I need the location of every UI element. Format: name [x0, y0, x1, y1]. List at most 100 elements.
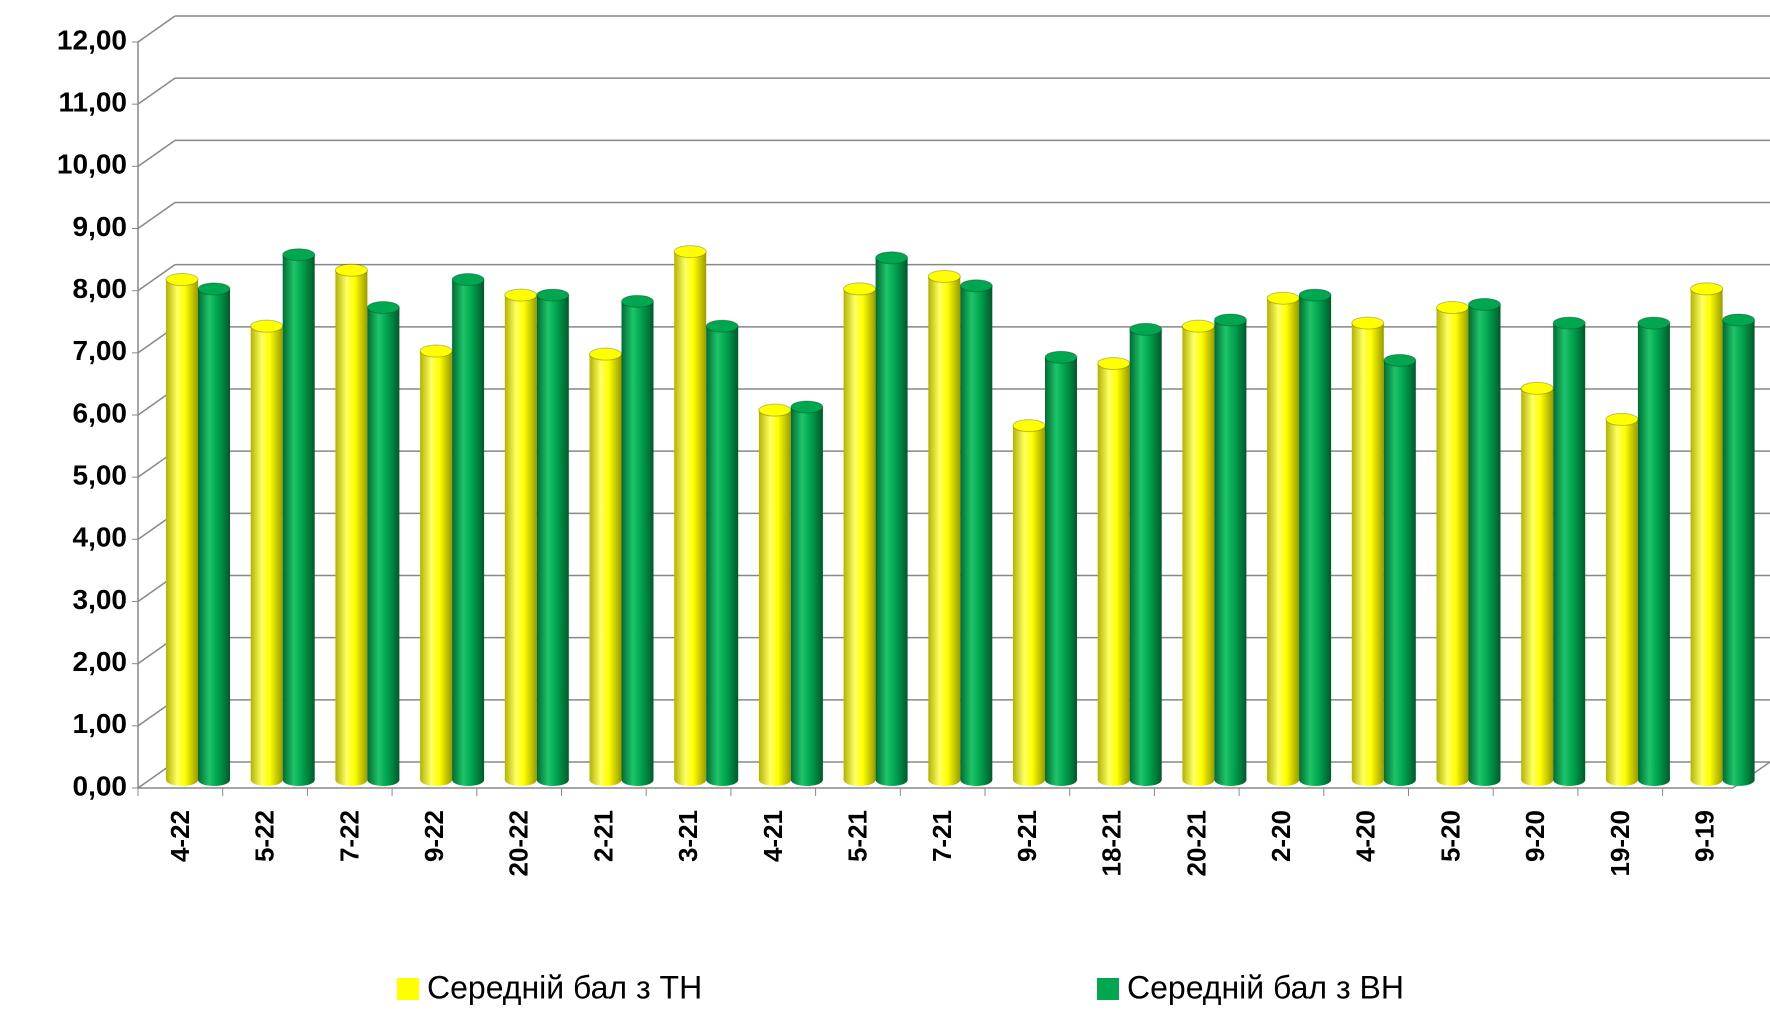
- bar-part: [758, 410, 791, 780]
- bar-part: [1383, 360, 1416, 780]
- bar-part: [1468, 297, 1501, 311]
- bar-part: [843, 774, 876, 786]
- bar-part: [705, 319, 739, 333]
- bar-part: [621, 774, 654, 786]
- y-tick-label: 8,00: [73, 273, 128, 304]
- grid-line: [137, 15, 176, 43]
- x-tick-label: 2-20: [1266, 810, 1296, 862]
- y-tick-label: 10,00: [57, 149, 127, 180]
- bar-part: [536, 774, 569, 786]
- y-tick-label: 2,00: [73, 646, 128, 677]
- bar-part: [1553, 774, 1586, 786]
- bar-part: [790, 400, 824, 414]
- bar-part: [959, 279, 993, 293]
- bar-part: [1214, 774, 1247, 786]
- bar: [165, 273, 199, 786]
- bar-part: [1690, 282, 1724, 296]
- bar: [451, 273, 485, 786]
- bar: [334, 263, 368, 786]
- bar-part: [367, 307, 400, 780]
- x-tick-label: 18-21: [1097, 810, 1127, 877]
- y-tick-label: 11,00: [58, 87, 127, 118]
- bar-part: [960, 285, 993, 780]
- bar: [197, 282, 231, 786]
- bar: [1552, 316, 1586, 786]
- bar-part: [758, 774, 791, 786]
- bar: [875, 251, 909, 786]
- bar-part: [674, 774, 707, 786]
- bar-part: [1383, 774, 1416, 786]
- y-tick-label: 5,00: [73, 460, 128, 491]
- x-tick-label: 5-22: [250, 810, 280, 862]
- bar-part: [1045, 774, 1077, 786]
- bar-part: [250, 774, 283, 786]
- bar-part: [1521, 388, 1554, 780]
- bar: [621, 294, 654, 786]
- bar-part: [1182, 774, 1215, 786]
- grid-line: [137, 139, 176, 167]
- bar: [1266, 291, 1300, 786]
- bar-part: [706, 774, 739, 786]
- bar-part: [1013, 774, 1045, 786]
- bar-part: [1351, 316, 1385, 330]
- x-tick-label: 7-22: [334, 810, 364, 862]
- bar-part: [198, 774, 230, 786]
- bar-part: [282, 248, 316, 262]
- bar-part: [451, 273, 485, 287]
- bar-part: [419, 344, 453, 358]
- bar: [1351, 316, 1385, 786]
- bar: [758, 403, 792, 786]
- grid-line: [137, 201, 176, 230]
- bar: [1605, 412, 1639, 786]
- y-tick-label: 1,00: [73, 708, 128, 739]
- bar-part: [1468, 304, 1501, 780]
- y-tick-label: 9,00: [73, 211, 128, 242]
- bar: [366, 301, 400, 786]
- x-tick-label: 9-19: [1689, 810, 1719, 862]
- bar-part: [790, 774, 823, 786]
- bar-part: [1351, 323, 1384, 780]
- bar: [1213, 313, 1247, 786]
- bar-part: [928, 774, 961, 786]
- bar-part: [367, 774, 400, 786]
- bar-part: [928, 276, 961, 780]
- bar: [673, 245, 707, 786]
- bar: [1129, 322, 1163, 786]
- bar: [1383, 353, 1417, 786]
- grid-line: [137, 264, 176, 292]
- bar-part: [674, 251, 707, 781]
- bar-part: [1214, 319, 1247, 780]
- bar-part: [452, 279, 485, 780]
- bar-part: [165, 273, 199, 287]
- bar-part: [706, 326, 739, 780]
- bar-part: [875, 257, 908, 780]
- bar-part: [1722, 313, 1756, 327]
- bar-part: [1129, 774, 1162, 786]
- bar-part: [673, 245, 707, 259]
- bar-part: [1097, 363, 1130, 780]
- bar-part: [1182, 326, 1215, 780]
- legend-swatch: [1097, 978, 1119, 1000]
- bar-part: [1097, 356, 1131, 370]
- x-tick-label: 9-22: [419, 810, 449, 862]
- bar-part: [1267, 298, 1300, 780]
- bar-part: [504, 288, 538, 302]
- bar-part: [504, 295, 537, 780]
- bar-part: [420, 774, 453, 786]
- bar-part: [758, 403, 792, 417]
- bar-part: [1012, 419, 1046, 433]
- bar: [282, 248, 316, 786]
- bar-part: [1045, 357, 1077, 780]
- bar-part: [1383, 353, 1417, 367]
- bar-part: [621, 294, 654, 308]
- bar-part: [1690, 774, 1723, 786]
- legend-swatch: [397, 978, 419, 1000]
- bar: [790, 400, 824, 786]
- bar-part: [166, 279, 198, 780]
- bar-part: [282, 254, 315, 781]
- bar: [1044, 350, 1078, 786]
- bar: [1097, 356, 1131, 786]
- bar: [250, 319, 284, 786]
- bar-part: [843, 288, 876, 780]
- bar: [1298, 288, 1332, 786]
